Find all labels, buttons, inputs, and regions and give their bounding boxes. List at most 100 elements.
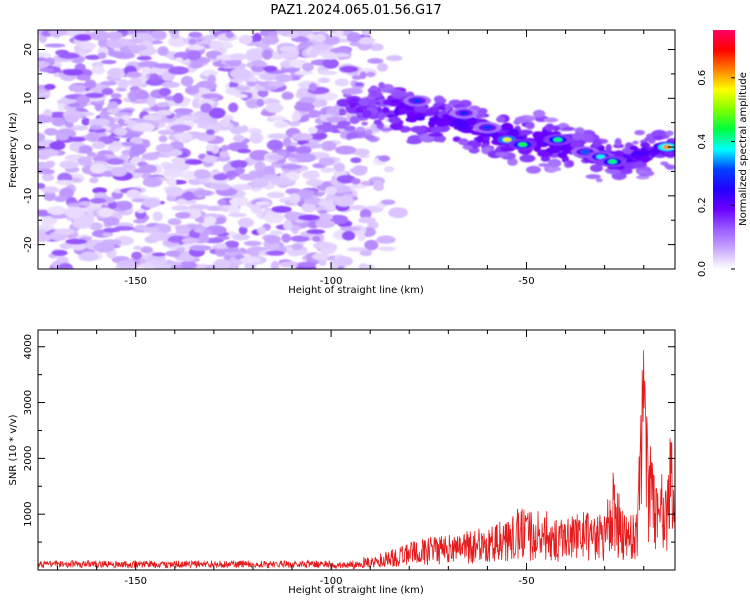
spectrogram-cell-829: [187, 45, 205, 51]
spectrogram-cell-475: [171, 205, 190, 211]
spectrogram-cell-977: [235, 166, 245, 175]
spectrogram-cell-921: [141, 152, 160, 161]
spectrogram-cell-733: [380, 199, 396, 205]
spectrogram-cell-388: [378, 246, 396, 252]
spectrogram-cell-1474: [338, 120, 351, 127]
spectrogram-cell-1512: [526, 165, 541, 174]
spectrogram-cell-519: [177, 261, 198, 269]
spectrogram-cell-1674: [566, 160, 575, 168]
spectrogram-cell-1128: [72, 218, 93, 229]
spectrogram-cell-995: [128, 90, 140, 102]
spectrogram-cell-990: [317, 213, 333, 221]
spectrogram-cell-836: [153, 63, 174, 69]
spectrogram-cell-1267: [614, 138, 622, 147]
spectrogram-cell-893: [55, 180, 75, 185]
spectrogram-cell-1115: [65, 238, 88, 245]
spectrogram-cell-1498: [634, 130, 645, 136]
spectrogram-cell-979: [252, 60, 266, 67]
spectrogram-cell-741: [85, 92, 105, 99]
spectrogram-cell-1689: [459, 110, 469, 116]
spectrogram-cell-1583: [648, 138, 656, 144]
spectrogram-cell-791: [294, 102, 315, 112]
spectrogram-cell-883: [302, 62, 314, 72]
spectrogram-cell-862: [263, 85, 279, 90]
spectrogram-cell-749: [377, 63, 388, 72]
spectrogram-cell-938: [141, 66, 152, 75]
spectrogram-cell-1112: [238, 34, 253, 45]
spectrogram-y-tick-label-1: -10: [23, 188, 34, 204]
spectrogram-cell-1117: [89, 202, 102, 210]
spectrogram-cell-1675: [640, 154, 651, 163]
spectrogram-cell-811: [59, 242, 72, 250]
spectrogram-cell-914: [334, 78, 349, 87]
spectrogram-cell-679: [57, 262, 74, 269]
spectrogram-cell-1293: [636, 174, 650, 180]
spectrogram-cell-1018: [110, 166, 128, 177]
spectrogram-cell-1090: [203, 155, 218, 163]
spectrogram-cell-1095: [312, 235, 321, 242]
spectrogram-cell-1641: [629, 145, 639, 151]
spectrogram-cell-586: [140, 246, 153, 254]
spectrogram-cell-1089: [325, 186, 337, 195]
spectrogram-cell-432: [283, 136, 292, 148]
spectrogram-cell-1552: [336, 98, 350, 107]
spectrogram-cell-934: [133, 122, 155, 132]
spectrogram-cell-1476: [349, 115, 360, 125]
spectrogram-cell-1637: [398, 107, 407, 115]
spectrogram-cell-1577: [358, 98, 371, 107]
spectrogram-cell-857: [70, 242, 87, 251]
spectrogram-cell-1148: [44, 83, 56, 90]
spectrogram-cell-459: [228, 102, 239, 113]
spectrogram-cell-898: [92, 141, 106, 150]
spectrogram-cell-243: [230, 125, 244, 135]
spectrogram-cell-1031: [128, 44, 148, 51]
spectrogram-cell-715: [188, 38, 197, 45]
spectrogram-cell-996: [106, 158, 125, 165]
spectrogram-cell-271: [257, 89, 269, 98]
spectrogram-cell-864: [317, 70, 338, 76]
spectrogram-cell-745: [341, 230, 356, 241]
spectrogram-cell-843: [186, 50, 202, 61]
spectrogram-cell-1098: [49, 141, 66, 151]
spectrogram-cell-781: [129, 86, 140, 92]
spectrogram-cell-1138: [229, 68, 251, 80]
spectrogram-cell-1377: [462, 145, 473, 150]
spectrogram-cell-1134: [266, 154, 285, 160]
spectrogram-cell-1646: [364, 134, 376, 140]
spectrogram-cell-342: [91, 61, 104, 69]
spectrogram-cell-877: [183, 191, 195, 201]
spectrogram-cell-1070: [297, 261, 317, 267]
spectrogram-cell-765: [229, 197, 249, 207]
spectrogram-cell-961: [300, 232, 312, 237]
spectrogram-cell-766: [237, 217, 254, 228]
spectrogram-cell-1061: [53, 195, 67, 202]
spectrogram-cell-1159: [126, 71, 142, 79]
spectrogram-cell-1085: [249, 132, 264, 144]
spectrogram-cell-1667: [620, 168, 633, 175]
spectrogram-cell-1645: [590, 164, 603, 173]
snr-x-ticks: -150 -100 -50: [57, 330, 645, 587]
spectrogram-cell-550: [131, 156, 141, 165]
spectrogram-cell-436: [142, 177, 163, 188]
spectrogram-cell-1642: [532, 131, 544, 139]
spectrogram-cell-253: [38, 57, 47, 62]
spectrogram-cell-1698: [518, 142, 528, 147]
spectrogram-cell-1527: [476, 135, 484, 143]
spectrogram-cell-1106: [314, 33, 326, 43]
spectrogram-cell-1601: [606, 169, 622, 175]
spectrogram-cell-717: [221, 117, 231, 128]
spectrogram-cell-1010: [200, 103, 212, 113]
spectrogram-cell-782: [245, 70, 266, 76]
spectrogram-cell-1542: [379, 127, 393, 132]
snr-y-axis-label: SNR (10 * v/v): [8, 414, 19, 485]
spectrogram-cell-1093: [38, 115, 55, 123]
spectrogram-cell-441: [299, 96, 316, 104]
spectrogram-cell-960: [139, 164, 158, 174]
spectrogram-cell-1388: [538, 163, 550, 167]
spectrogram-cell-1146: [136, 90, 149, 100]
spectrogram-cell-221: [350, 205, 367, 211]
spectrogram-cell-874: [288, 193, 301, 204]
spectrogram-cell-1087: [38, 89, 46, 94]
spectrogram-cell-982: [281, 91, 294, 101]
spectrogram-cell-1647: [570, 140, 583, 149]
